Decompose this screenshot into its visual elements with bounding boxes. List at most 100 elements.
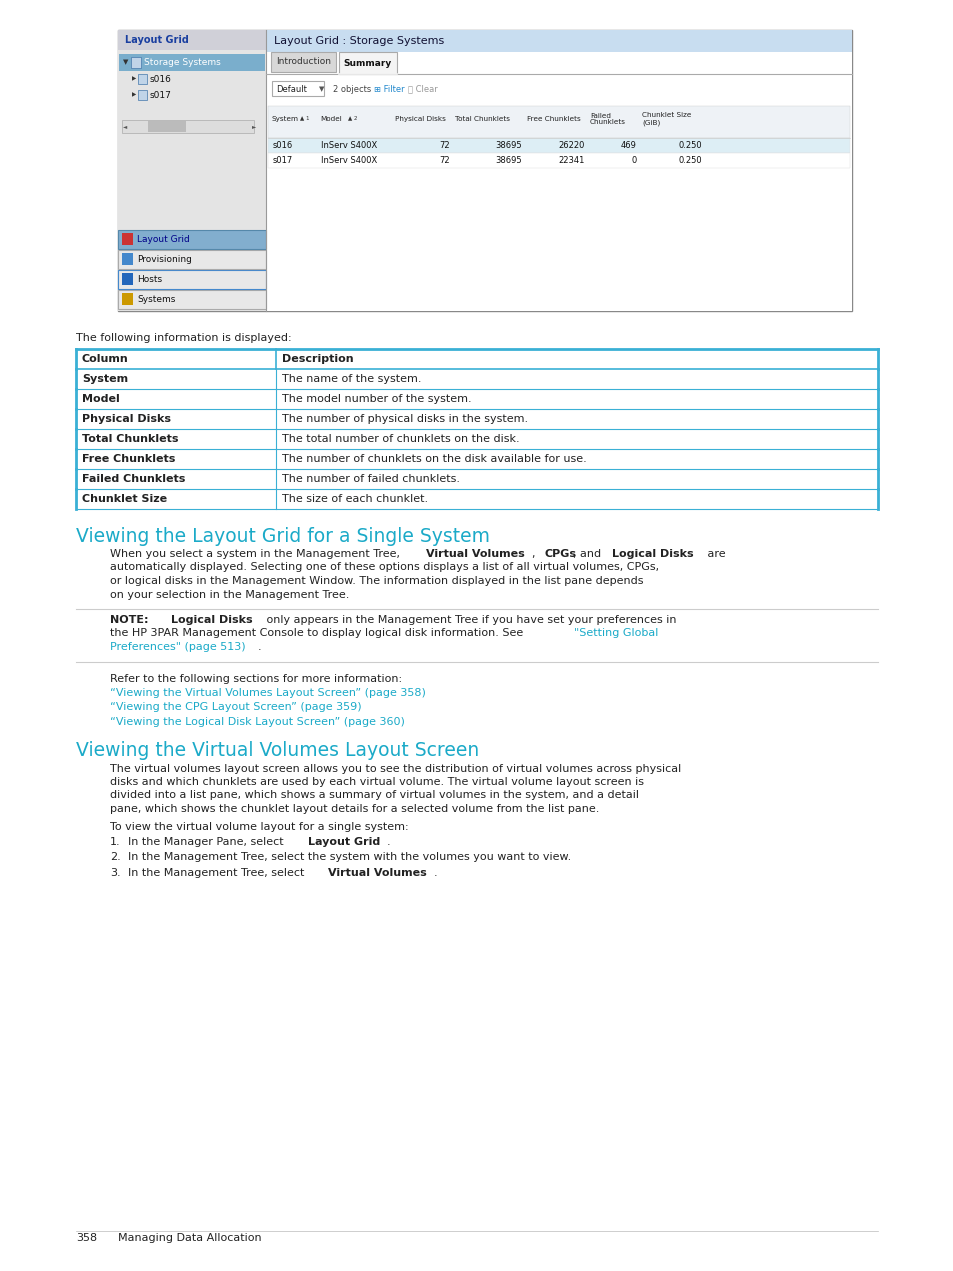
- Text: ▲ 1: ▲ 1: [299, 116, 309, 121]
- Text: .: .: [434, 868, 437, 878]
- Text: Virtual Volumes: Virtual Volumes: [328, 868, 426, 878]
- Text: 3.: 3.: [110, 868, 120, 878]
- Text: Total Chunklets: Total Chunklets: [455, 116, 510, 122]
- Bar: [266, 31, 851, 52]
- Bar: [119, 53, 265, 71]
- Text: only appears in the Management Tree if you have set your preferences in: only appears in the Management Tree if y…: [263, 615, 677, 625]
- Text: .: .: [386, 838, 390, 846]
- Text: Layout Grid: Layout Grid: [308, 838, 380, 846]
- Text: Layout Grid: Layout Grid: [125, 36, 189, 44]
- Bar: [118, 230, 266, 249]
- Text: s016: s016: [150, 75, 172, 84]
- Text: The total number of chunklets on the disk.: The total number of chunklets on the dis…: [282, 433, 519, 444]
- Bar: [118, 31, 851, 311]
- Text: Chunklet Size
(GiB): Chunklet Size (GiB): [641, 112, 691, 126]
- Text: InServ S400X: InServ S400X: [320, 156, 376, 165]
- Text: Preferences" (page 513): Preferences" (page 513): [110, 642, 245, 652]
- Bar: [118, 31, 266, 311]
- Text: Failed Chunklets: Failed Chunklets: [82, 474, 185, 484]
- Bar: [122, 253, 132, 264]
- Text: To view the virtual volume layout for a single system:: To view the virtual volume layout for a …: [110, 821, 408, 831]
- Text: The following information is displayed:: The following information is displayed:: [76, 333, 292, 343]
- Text: The name of the system.: The name of the system.: [282, 374, 421, 384]
- Text: 72: 72: [439, 156, 450, 165]
- Text: Failed
Chunklets: Failed Chunklets: [589, 113, 625, 126]
- Text: Column: Column: [82, 355, 129, 364]
- Text: pane, which shows the chunklet layout details for a selected volume from the lis: pane, which shows the chunklet layout de…: [110, 805, 598, 813]
- Text: s017: s017: [150, 90, 172, 99]
- Bar: [118, 250, 266, 269]
- Text: Hosts: Hosts: [137, 275, 162, 283]
- Text: ▼: ▼: [123, 60, 129, 66]
- Bar: [268, 139, 849, 153]
- Bar: [131, 57, 141, 69]
- Text: Model: Model: [319, 116, 341, 122]
- Text: 2 objects: 2 objects: [333, 84, 371, 94]
- Bar: [138, 74, 147, 84]
- Text: 2.: 2.: [110, 853, 121, 863]
- Text: Model: Model: [82, 394, 120, 404]
- Text: Description: Description: [282, 355, 354, 364]
- Text: The number of failed chunklets.: The number of failed chunklets.: [282, 474, 459, 484]
- Text: are: are: [703, 549, 725, 559]
- Text: Layout Grid : Storage Systems: Layout Grid : Storage Systems: [274, 36, 444, 46]
- Text: Managing Data Allocation: Managing Data Allocation: [111, 1233, 261, 1243]
- Bar: [266, 31, 851, 311]
- Bar: [268, 153, 849, 168]
- Text: 0.250: 0.250: [678, 141, 701, 150]
- Text: 0.250: 0.250: [678, 156, 701, 165]
- Text: s016: s016: [273, 141, 293, 150]
- Text: Viewing the Layout Grid for a Single System: Viewing the Layout Grid for a Single Sys…: [76, 527, 490, 547]
- Text: Provisioning: Provisioning: [137, 255, 192, 264]
- Text: Logical Disks: Logical Disks: [171, 615, 253, 625]
- Text: 22341: 22341: [558, 156, 584, 165]
- Text: In the Management Tree, select the system with the volumes you want to view.: In the Management Tree, select the syste…: [128, 853, 571, 863]
- Text: 🗑 Clear: 🗑 Clear: [408, 84, 437, 94]
- Text: Chunklet Size: Chunklet Size: [82, 494, 167, 505]
- Bar: [122, 233, 132, 245]
- Text: on your selection in the Management Tree.: on your selection in the Management Tree…: [110, 590, 349, 600]
- Text: “Viewing the CPG Layout Screen” (page 359): “Viewing the CPG Layout Screen” (page 35…: [110, 703, 361, 713]
- Text: Layout Grid: Layout Grid: [137, 235, 190, 244]
- Text: automatically displayed. Selecting one of these options displays a list of all v: automatically displayed. Selecting one o…: [110, 563, 659, 572]
- Bar: [271, 52, 335, 72]
- Text: .: .: [258, 642, 261, 652]
- Bar: [138, 90, 147, 100]
- Text: 0: 0: [631, 156, 637, 165]
- Text: 26220: 26220: [558, 141, 584, 150]
- Text: Summary: Summary: [343, 58, 392, 67]
- Text: 38695: 38695: [495, 156, 521, 165]
- Text: The model number of the system.: The model number of the system.: [282, 394, 471, 404]
- Text: ▲ 2: ▲ 2: [348, 116, 357, 121]
- Text: ▶: ▶: [132, 93, 136, 98]
- Text: s017: s017: [273, 156, 293, 165]
- Text: ⊞ Filter: ⊞ Filter: [374, 84, 404, 94]
- Text: Storage Systems: Storage Systems: [144, 58, 220, 67]
- Text: ◄: ◄: [123, 125, 127, 130]
- Text: Logical Disks: Logical Disks: [612, 549, 693, 559]
- Bar: [122, 294, 132, 305]
- Text: System: System: [82, 374, 128, 384]
- Bar: [122, 119, 253, 133]
- Text: Physical Disks: Physical Disks: [395, 116, 445, 122]
- Text: “Viewing the Logical Disk Layout Screen” (page 360): “Viewing the Logical Disk Layout Screen”…: [110, 717, 404, 727]
- Text: or logical disks in the Management Window. The information displayed in the list: or logical disks in the Management Windo…: [110, 576, 643, 586]
- Text: CPGs: CPGs: [544, 549, 577, 559]
- Bar: [118, 31, 266, 50]
- Text: The virtual volumes layout screen allows you to see the distribution of virtual : The virtual volumes layout screen allows…: [110, 764, 680, 774]
- Text: ,: ,: [532, 549, 538, 559]
- Text: 358: 358: [76, 1233, 97, 1243]
- Text: “Viewing the Virtual Volumes Layout Screen” (page 358): “Viewing the Virtual Volumes Layout Scre…: [110, 688, 425, 698]
- Text: 38695: 38695: [495, 141, 521, 150]
- Text: Refer to the following sections for more information:: Refer to the following sections for more…: [110, 674, 402, 684]
- Text: "Setting Global: "Setting Global: [574, 628, 658, 638]
- Text: Free Chunklets: Free Chunklets: [526, 116, 580, 122]
- Text: The number of chunklets on the disk available for use.: The number of chunklets on the disk avai…: [282, 454, 586, 464]
- Text: Introduction: Introduction: [275, 57, 331, 66]
- Text: The size of each chunklet.: The size of each chunklet.: [282, 494, 428, 505]
- Text: divided into a list pane, which shows a summary of virtual volumes in the system: divided into a list pane, which shows a …: [110, 791, 639, 801]
- Text: disks and which chunklets are used by each virtual volume. The virtual volume la: disks and which chunklets are used by ea…: [110, 777, 643, 787]
- Text: , and: , and: [573, 549, 604, 559]
- Bar: [122, 273, 132, 285]
- Bar: [268, 105, 849, 139]
